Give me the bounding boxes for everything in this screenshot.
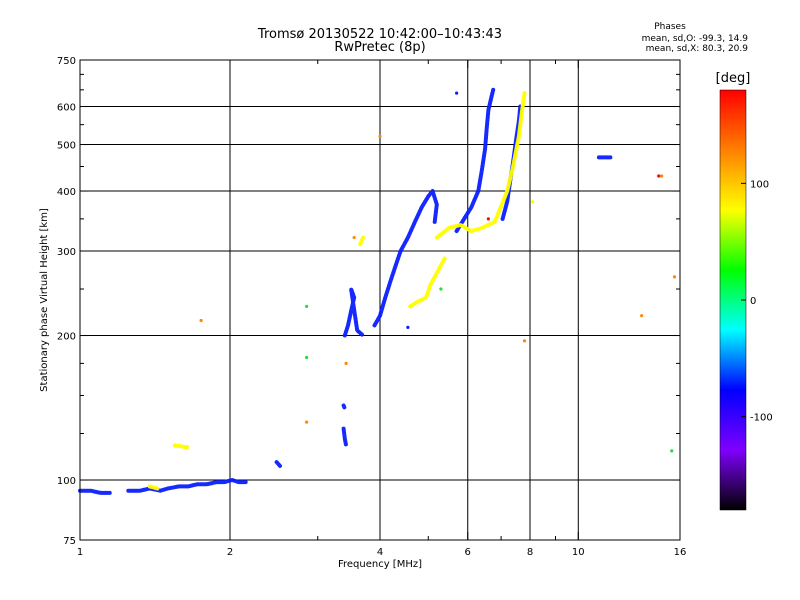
echo-trace	[358, 235, 366, 247]
axis-ticks: 1 2 4 6 8 10 16 75 100 200 300 400 500 600 750	[57, 56, 686, 558]
echo-trace	[341, 403, 347, 411]
colorbar-tick-label: 100	[750, 179, 769, 190]
data-point	[670, 449, 674, 453]
x-axis-title: Frequency [MHz]	[338, 559, 422, 570]
data-point	[378, 134, 382, 138]
y-tick-label: 600	[57, 103, 76, 114]
echo-trace	[372, 189, 439, 328]
echo-trace	[408, 256, 447, 309]
echo-trace	[78, 488, 113, 495]
colorbar-tick-label: -100	[750, 413, 773, 424]
data-point	[672, 275, 677, 279]
echo-trace	[126, 478, 248, 493]
data-point	[406, 325, 410, 329]
grid-lines	[80, 60, 680, 540]
phase-stats-heading: Phases	[654, 22, 686, 32]
x-tick-label: 16	[674, 547, 687, 558]
chart-title: Tromsø 20130522 10:42:00–10:43:43	[257, 27, 503, 42]
phase-stats-o-mode: mean, sd,O: -99.3, 14.9	[641, 34, 748, 44]
y-tick-label: 400	[57, 187, 76, 198]
x-tick-label: 1	[77, 547, 83, 558]
echo-trace	[147, 484, 160, 491]
y-tick-label: 300	[57, 247, 76, 258]
colorbar-ticks: 100 0 -100	[741, 179, 773, 424]
x-tick-label: 10	[572, 547, 585, 558]
x-tick-label: 6	[465, 547, 471, 558]
x-tick-label: 4	[377, 547, 383, 558]
data-point	[305, 304, 309, 309]
y-tick-label: 200	[57, 332, 76, 343]
data-point	[486, 217, 490, 221]
y-tick-label: 75	[63, 536, 76, 547]
data-point	[455, 91, 459, 95]
data-point	[531, 200, 535, 204]
y-axis-title: Stationary phase Virtual Height [km]	[39, 208, 50, 392]
data-point	[352, 235, 356, 240]
colorbar-title: [deg]	[716, 71, 751, 86]
x-tick-label: 2	[227, 547, 233, 558]
data-point	[660, 174, 664, 178]
y-tick-label: 100	[57, 476, 76, 487]
data-point	[522, 339, 527, 343]
colorbar-tick-label: 0	[750, 296, 756, 307]
echo-trace	[274, 460, 282, 468]
data-point	[199, 318, 203, 323]
echo-trace	[172, 443, 191, 450]
data-point	[657, 174, 661, 178]
echo-trace	[434, 91, 527, 240]
x-tick-label: 8	[527, 547, 533, 558]
echo-trace	[341, 426, 349, 448]
data-point	[305, 420, 309, 424]
echo-trace	[454, 87, 496, 234]
y-tick-label: 750	[57, 56, 76, 67]
echo-trace	[342, 287, 366, 338]
phase-stats-x-mode: mean, sd,X: 80.3, 20.9	[645, 44, 748, 54]
chart-subtitle: RwPretec (8p)	[334, 40, 426, 55]
data-point	[640, 314, 644, 318]
data-point	[439, 287, 443, 291]
data-point	[305, 355, 309, 360]
y-tick-label: 500	[57, 141, 76, 152]
echo-trace	[500, 104, 523, 221]
data-point	[344, 361, 348, 365]
data-points	[78, 87, 677, 495]
